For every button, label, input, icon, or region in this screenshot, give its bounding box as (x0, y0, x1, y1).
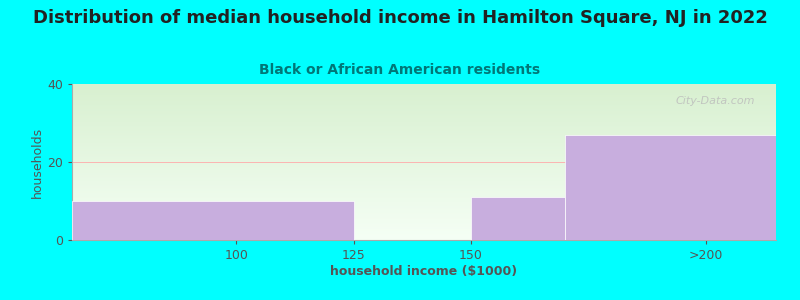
Text: Black or African American residents: Black or African American residents (259, 63, 541, 77)
X-axis label: household income ($1000): household income ($1000) (330, 265, 518, 278)
Bar (565, 135, 776, 240)
Bar (471, 197, 565, 240)
Y-axis label: households: households (31, 126, 44, 198)
Text: Distribution of median household income in Hamilton Square, NJ in 2022: Distribution of median household income … (33, 9, 767, 27)
Text: City-Data.com: City-Data.com (675, 97, 755, 106)
Bar (72, 201, 354, 240)
